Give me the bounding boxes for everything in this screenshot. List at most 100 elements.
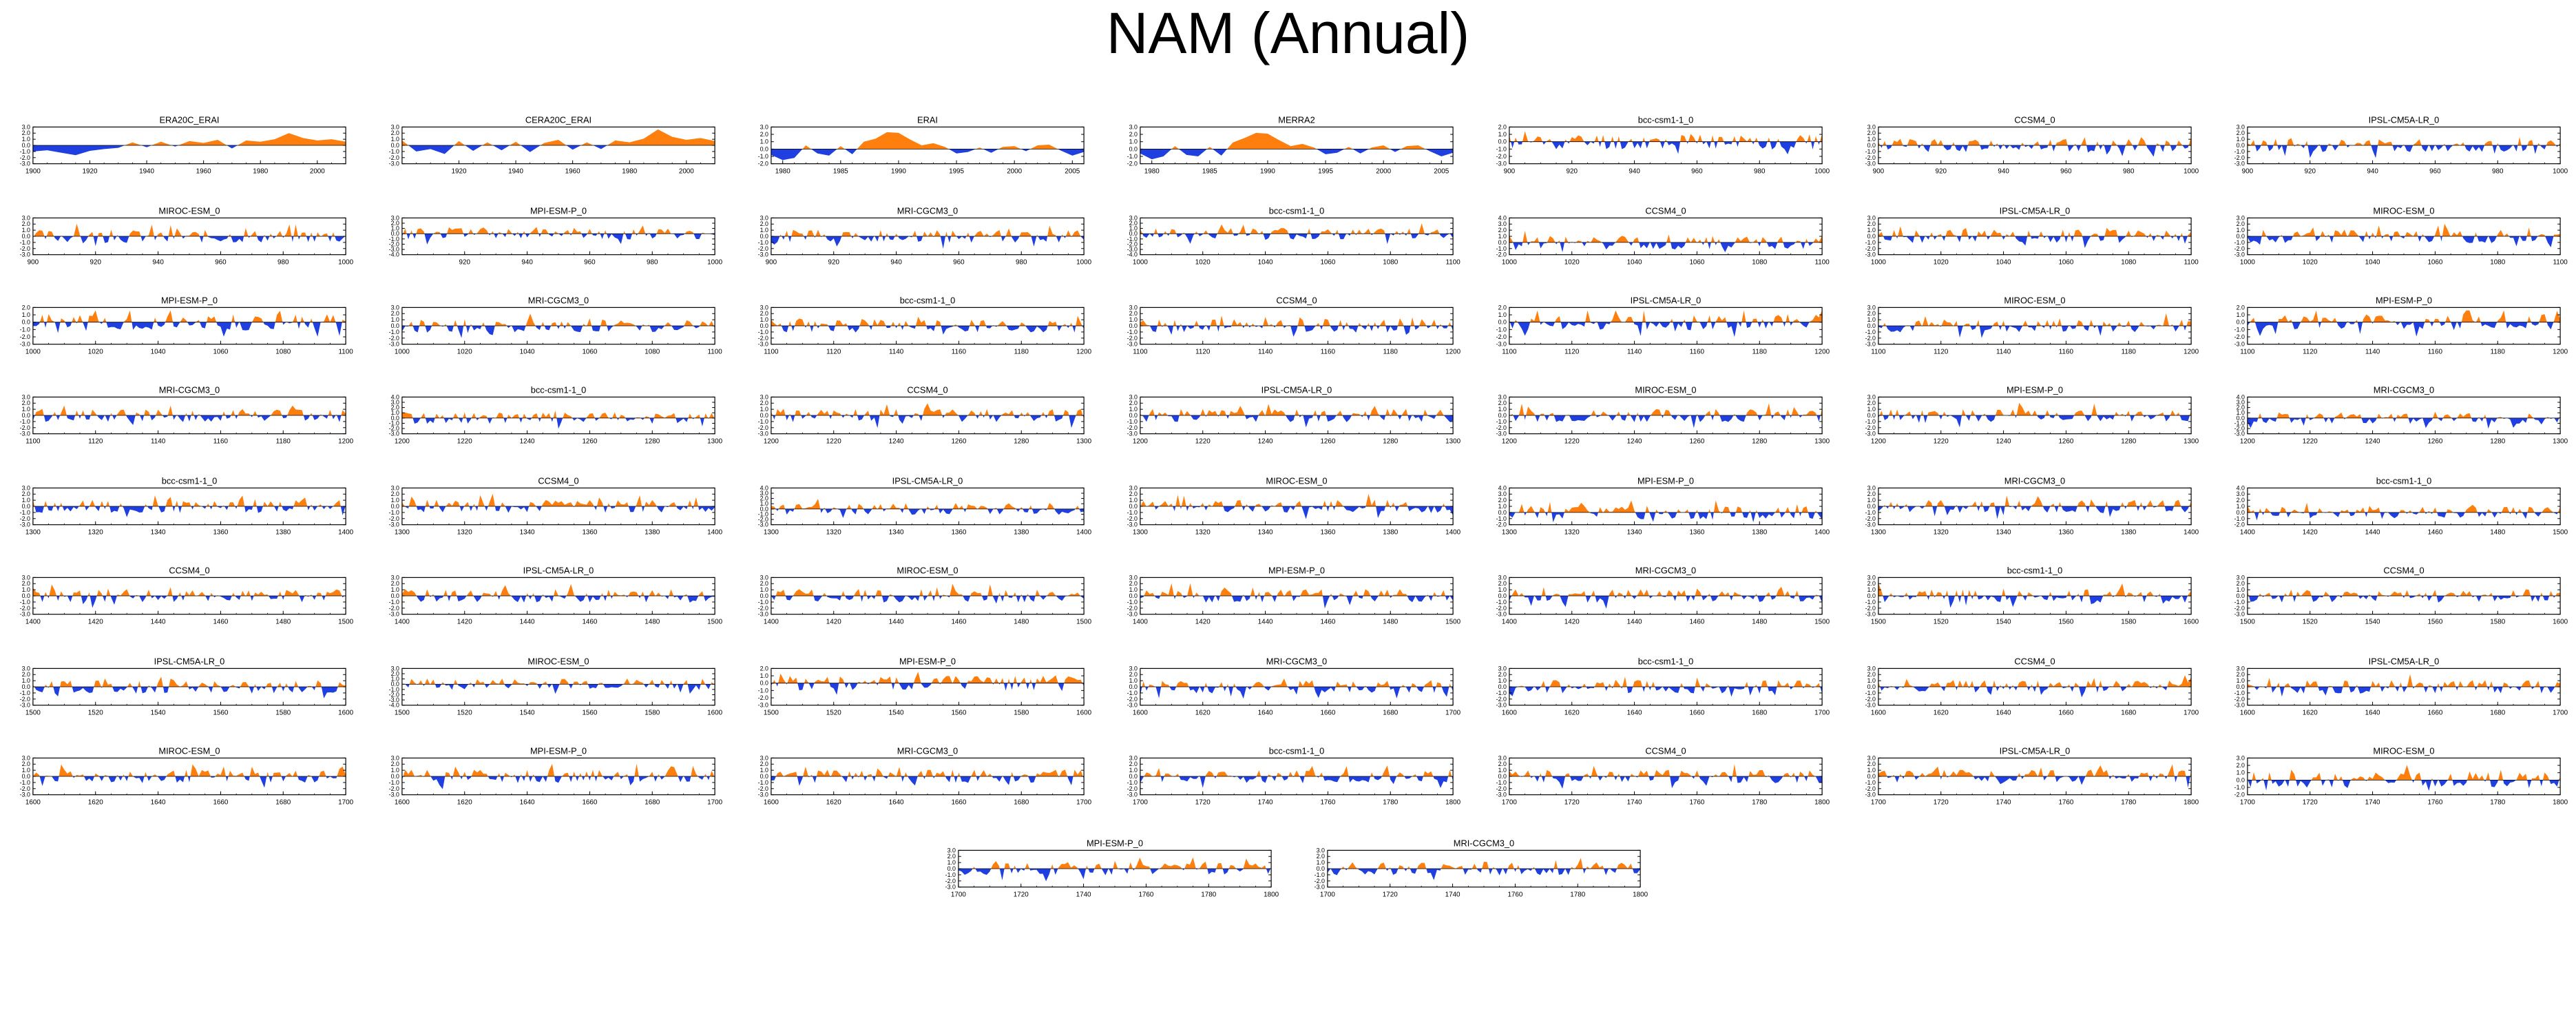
y-tick-label: 2.0 <box>1498 400 1507 406</box>
y-tick-label: 3.0 <box>1129 574 1138 581</box>
x-tick-label: 1160 <box>2428 349 2443 356</box>
y-tick-label: 3.0 <box>2237 214 2245 221</box>
x-tick-label: 1020 <box>88 349 103 356</box>
x-tick-label: 1600 <box>1871 710 1886 717</box>
y-tick-label: -1.0 <box>20 148 30 155</box>
x-tick-label: 1120 <box>2303 349 2318 356</box>
positive-anomaly-area <box>771 403 1085 416</box>
y-tick-label: 4.0 <box>760 484 768 491</box>
y-tick-label: 1.0 <box>1867 227 1876 234</box>
x-tick-label: 980 <box>2492 168 2504 176</box>
x-tick-label: 1380 <box>1383 529 1398 537</box>
y-tick-label: 0.0 <box>1129 230 1138 237</box>
x-tick-label: 1700 <box>951 891 966 899</box>
x-tick-label: 1300 <box>1076 438 1091 446</box>
x-tick-label: 1380 <box>1752 529 1767 537</box>
y-tick-label: 3.0 <box>22 393 30 400</box>
y-tick-label: -3.0 <box>389 161 399 167</box>
y-tick-label: 3.0 <box>2237 665 2245 672</box>
x-tick-label: 1360 <box>213 529 228 537</box>
positive-anomaly-area <box>2247 310 2561 322</box>
y-tick-label: 1.0 <box>1129 497 1138 504</box>
y-tick-label: -1.0 <box>389 329 399 335</box>
negative-anomaly-area <box>1511 141 1820 155</box>
x-tick-label: 1660 <box>1320 710 1335 717</box>
y-tick-label: -1.0 <box>1865 329 1876 335</box>
x-tick-label: 1380 <box>275 529 291 537</box>
x-tick-label: 980 <box>647 259 658 267</box>
y-tick-label: 0.0 <box>1498 239 1507 246</box>
x-tick-label: 1660 <box>2058 710 2073 717</box>
panel-title: IPSL-CM5A-LR_0 <box>523 565 594 575</box>
y-tick-label: 0.0 <box>760 773 768 780</box>
y-tick-label: 2.0 <box>1498 497 1507 504</box>
y-tick-label: -3.0 <box>758 431 768 437</box>
panel-title: bcc-csm1-1_0 <box>1638 114 1694 125</box>
y-tick-label: 1.0 <box>1129 767 1138 774</box>
x-tick-label: 1260 <box>1689 438 1704 446</box>
x-tick-label: 1360 <box>1689 529 1704 537</box>
y-tick-label: 2.0 <box>1498 304 1507 311</box>
x-tick-label: 1480 <box>2490 529 2505 537</box>
x-tick-label: 1700 <box>1320 891 1335 899</box>
x-tick-label: 1180 <box>2122 349 2137 356</box>
x-tick-label: 1480 <box>1752 619 1767 626</box>
y-tick-label: 2.0 <box>1867 310 1876 317</box>
x-tick-label: 1340 <box>151 529 166 537</box>
y-tick-label: 2.0 <box>391 310 399 317</box>
y-tick-label: -3.0 <box>20 521 30 528</box>
y-tick-label: -3.0 <box>389 792 399 798</box>
y-tick-label: -2.0 <box>758 335 768 342</box>
x-tick-label: 1060 <box>213 349 228 356</box>
y-tick-label: -3.0 <box>1496 611 1507 618</box>
x-tick-label: 1640 <box>2365 710 2380 717</box>
y-tick-label: 3.0 <box>22 484 30 491</box>
x-tick-label: 1400 <box>764 619 779 626</box>
y-tick-label: -1.0 <box>1496 690 1507 696</box>
y-tick-label: 2.0 <box>1317 853 1325 860</box>
x-tick-label: 1720 <box>1383 891 1398 899</box>
y-tick-label: 3.0 <box>760 214 768 221</box>
x-tick-label: 1680 <box>2490 710 2505 717</box>
x-tick-label: 1985 <box>833 168 848 176</box>
positive-anomaly-area <box>771 499 1080 509</box>
x-tick-label: 1900 <box>25 168 41 176</box>
y-tick-label: -3.0 <box>2234 431 2245 437</box>
x-tick-label: 1020 <box>1934 259 1949 267</box>
x-tick-label: 960 <box>1691 168 1703 176</box>
x-tick-label: 1020 <box>457 349 472 356</box>
x-tick-label: 1060 <box>582 349 597 356</box>
x-tick-label: 1420 <box>1564 619 1580 626</box>
x-tick-label: 1780 <box>1383 799 1398 807</box>
y-tick-label: -1.0 <box>1127 418 1138 425</box>
x-tick-label: 1060 <box>2058 259 2073 267</box>
negative-anomaly-area <box>773 415 1085 428</box>
x-tick-label: 1080 <box>645 349 660 356</box>
x-tick-label: 2000 <box>310 168 325 176</box>
y-tick-label: -1.0 <box>1496 326 1507 333</box>
y-tick-label: 1.0 <box>2237 677 2245 684</box>
y-tick-label: -1.0 <box>1496 779 1507 786</box>
y-tick-label: -2.0 <box>1865 245 1876 252</box>
y-tick-label: -3.0 <box>1127 611 1138 618</box>
y-tick-label: 1.0 <box>22 136 30 143</box>
y-tick-label: 2.0 <box>1129 671 1138 678</box>
x-tick-label: 1580 <box>645 710 660 717</box>
y-tick-label: 1.0 <box>1867 136 1876 143</box>
y-tick-label: -3.0 <box>758 792 768 798</box>
panel-title: CCSM4_0 <box>1645 745 1686 756</box>
y-tick-label: -1.0 <box>1496 145 1507 152</box>
y-tick-label: 0.0 <box>1498 138 1507 145</box>
x-tick-label: 1660 <box>2427 710 2442 717</box>
y-tick-label: 3.0 <box>1867 754 1876 761</box>
y-tick-label: -2.0 <box>389 335 399 342</box>
y-tick-label: -3.0 <box>20 611 30 618</box>
panel-title: MIROC-ESM_0 <box>2004 295 2065 305</box>
x-tick-label: 1200 <box>1445 349 1460 356</box>
y-tick-label: -1.0 <box>1865 239 1876 246</box>
y-tick-label: 1.0 <box>1129 225 1138 232</box>
positive-anomaly-area <box>1509 310 1823 322</box>
